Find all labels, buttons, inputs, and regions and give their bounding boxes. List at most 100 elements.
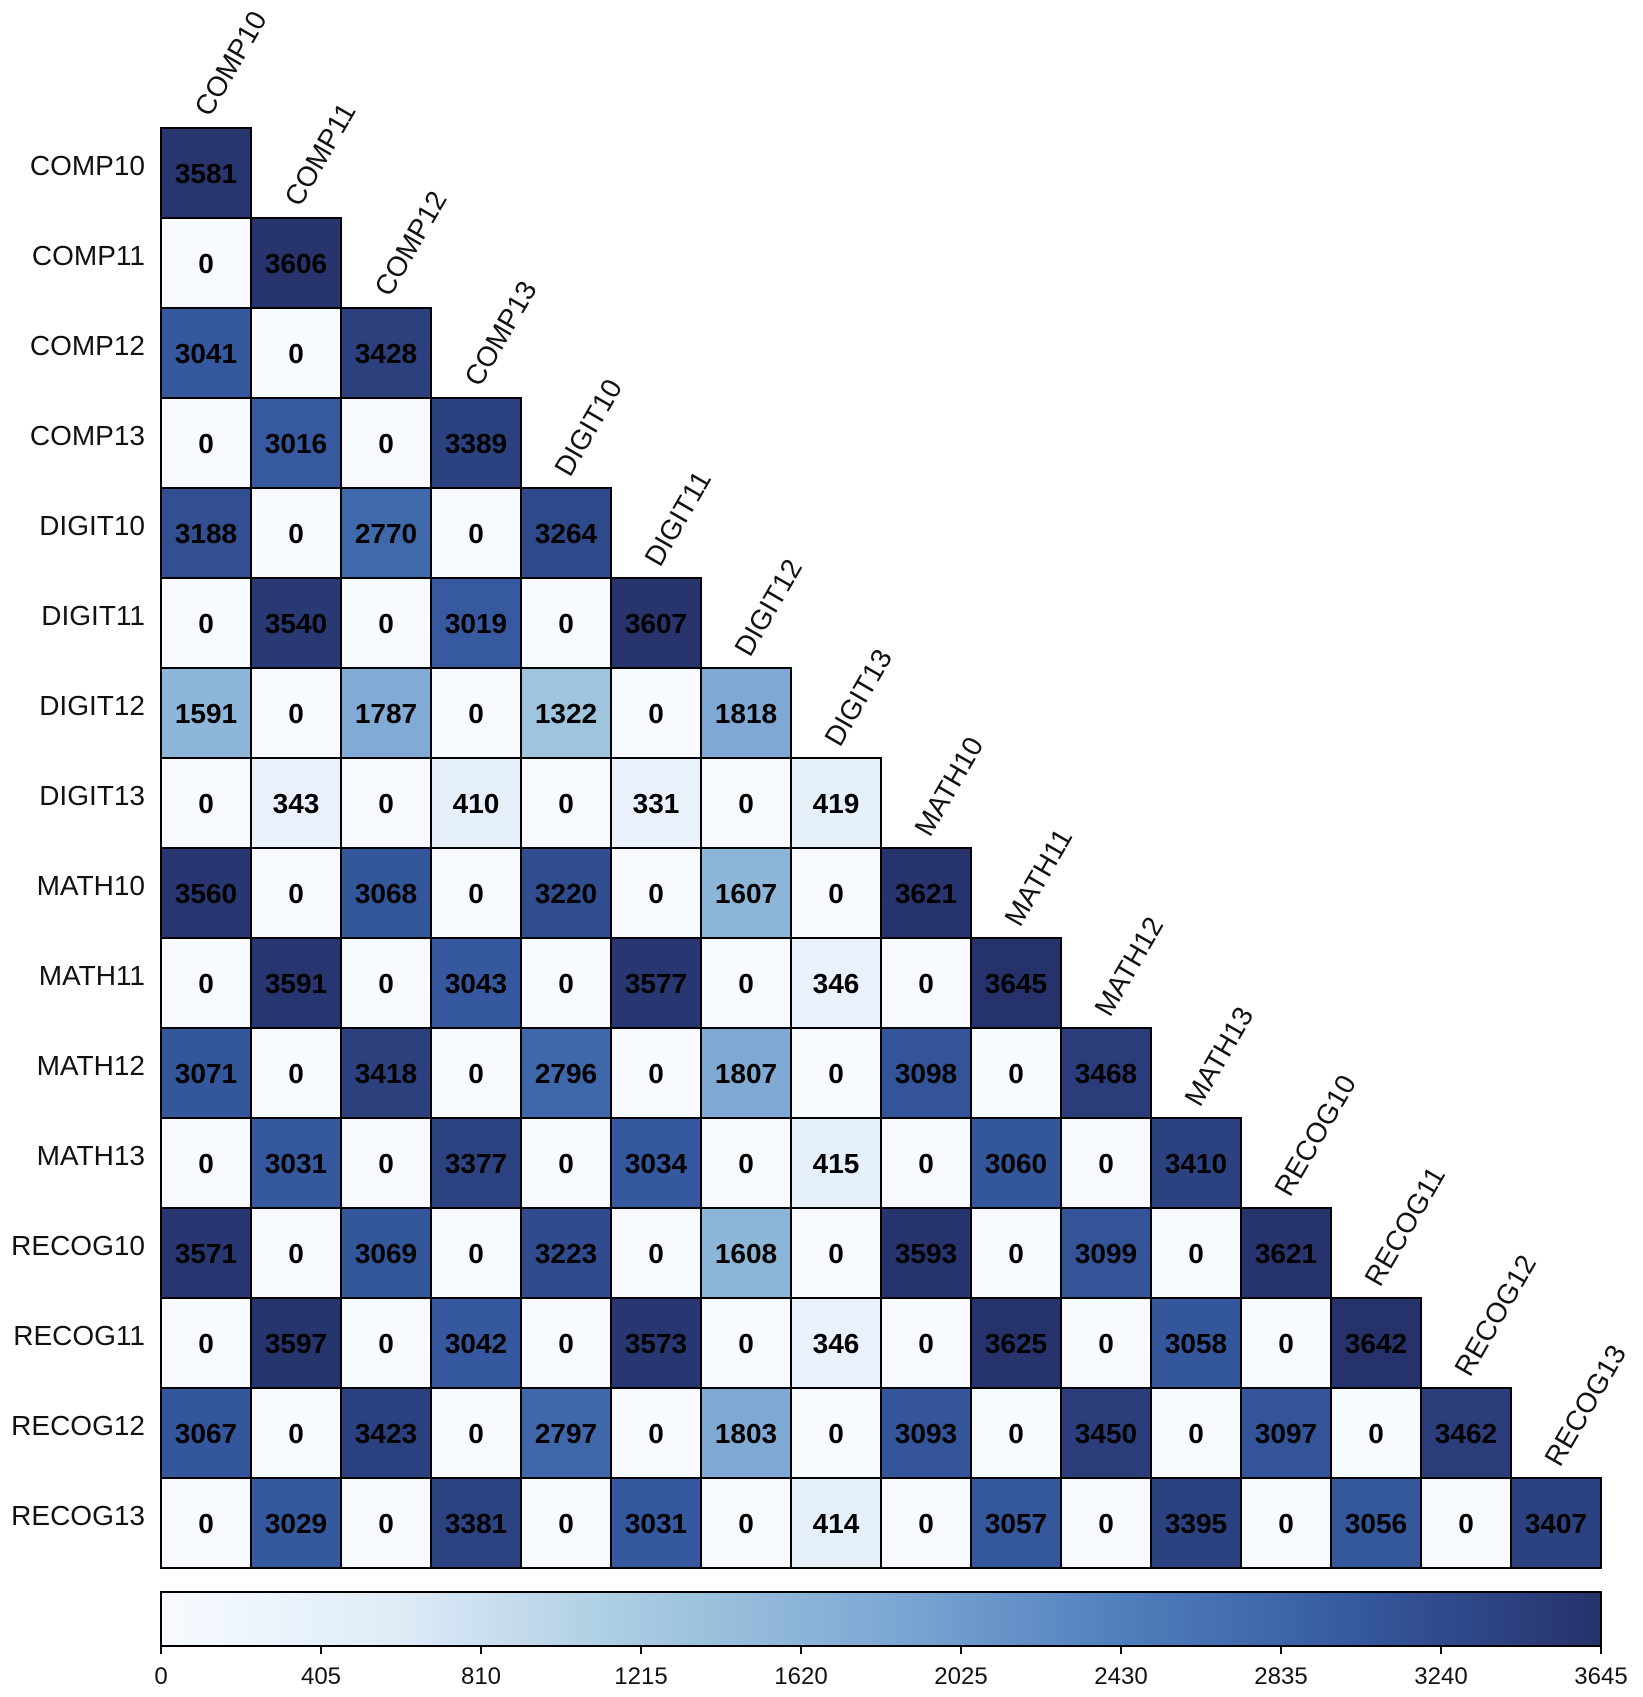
cell-value-label: 331	[633, 788, 680, 819]
cell-value-label: 0	[288, 1418, 304, 1449]
heatmap-cell	[700, 1477, 792, 1569]
colorbar	[160, 1591, 1602, 1647]
cell-value-label: 3606	[265, 248, 327, 279]
heatmap-cell	[1240, 1387, 1332, 1479]
column-label: MATH13	[1178, 1002, 1259, 1111]
cell-value-label: 0	[198, 968, 214, 999]
colorbar-ticks: 0 405 810 1215 1620 2025 2430 2835 3240 3645	[154, 1646, 1628, 1690]
heatmap-cell	[790, 1117, 882, 1209]
cell-value-label: 3031	[625, 1508, 687, 1539]
heatmap-cell	[700, 1207, 792, 1299]
cell-value-label: 0	[558, 1148, 574, 1179]
row-label: MATH10	[37, 870, 145, 901]
cell-value-label: 0	[918, 1148, 934, 1179]
cell-value-label: 3607	[625, 608, 687, 639]
cell-value-label: 3571	[175, 1238, 237, 1269]
heatmap-cell	[250, 1387, 342, 1479]
cell-value-label: 0	[918, 1328, 934, 1359]
heatmap-cell	[340, 1117, 432, 1209]
column-label: DIGIT11	[638, 466, 717, 571]
heatmap-cell	[1240, 1207, 1332, 1299]
cell-value-label: 414	[813, 1508, 860, 1539]
cell-value-label: 1591	[175, 698, 237, 729]
row-label: MATH13	[37, 1140, 145, 1171]
heatmap-cell	[430, 1477, 522, 1569]
cell-value-label: 3381	[445, 1508, 507, 1539]
cell-value-label: 0	[738, 1328, 754, 1359]
heatmap-cell	[250, 487, 342, 579]
row-label: COMP12	[30, 330, 145, 361]
cell-value-label: 0	[828, 1238, 844, 1269]
column-label: DIGIT13	[818, 644, 898, 751]
column-label: RECOG12	[1448, 1250, 1542, 1381]
heatmap-cell	[1150, 1477, 1242, 1569]
cell-value-label: 0	[738, 1508, 754, 1539]
cell-value-label: 3645	[985, 968, 1047, 999]
heatmap-cell	[700, 1297, 792, 1389]
cell-value-label: 410	[453, 788, 500, 819]
row-label: RECOG10	[11, 1230, 145, 1261]
column-label: COMP10	[188, 6, 272, 121]
heatmap-cell	[610, 1297, 702, 1389]
cell-value-label: 3642	[1345, 1328, 1407, 1359]
heatmap-cell	[1420, 1387, 1512, 1479]
cell-value-label: 3621	[895, 878, 957, 909]
cell-value-label: 0	[648, 698, 664, 729]
cell-value-label: 0	[648, 878, 664, 909]
colorbar-tick-label: 2025	[934, 1663, 987, 1690]
heatmap-cell	[1330, 1477, 1422, 1569]
heatmap-cell	[790, 937, 882, 1029]
cell-value-label: 0	[1098, 1148, 1114, 1179]
heatmap-cell	[250, 937, 342, 1029]
heatmap-cell	[970, 937, 1062, 1029]
column-label: COMP13	[458, 276, 542, 391]
heatmap-cell	[790, 1477, 882, 1569]
heatmap-cell	[430, 1027, 522, 1119]
heatmap-cell	[160, 1477, 252, 1569]
heatmap-cell	[160, 127, 252, 219]
cell-value-label: 0	[648, 1418, 664, 1449]
row-label: DIGIT12	[39, 690, 145, 721]
cell-value-label: 0	[288, 1058, 304, 1089]
colorbar-tick-label: 3645	[1574, 1663, 1627, 1690]
heatmap-cell	[160, 757, 252, 849]
cell-value-label: 0	[558, 788, 574, 819]
cell-value-label: 3418	[355, 1058, 417, 1089]
heatmap-cell	[880, 1297, 972, 1389]
cell-value-label: 2770	[355, 518, 417, 549]
cell-value-label: 0	[468, 518, 484, 549]
heatmap-cell	[340, 847, 432, 939]
cell-value-label: 3581	[175, 158, 237, 189]
cell-value-label: 0	[468, 1238, 484, 1269]
cell-value-label: 3223	[535, 1238, 597, 1269]
cell-value-label: 1322	[535, 698, 597, 729]
heatmap-cell	[250, 577, 342, 669]
cell-value-label: 1608	[715, 1238, 777, 1269]
cell-value-label: 3462	[1435, 1418, 1497, 1449]
heatmap-cell	[340, 577, 432, 669]
colorbar-tick-label: 2835	[1254, 1663, 1307, 1690]
heatmap-cell	[250, 1477, 342, 1569]
colorbar-tick-label: 405	[301, 1663, 341, 1690]
heatmap-cell	[1150, 1297, 1242, 1389]
cell-value-label: 0	[378, 428, 394, 459]
heatmap-cell	[790, 1387, 882, 1479]
cell-value-label: 0	[198, 248, 214, 279]
heatmap-cell	[970, 1117, 1062, 1209]
colorbar-tick-label: 2430	[1094, 1663, 1147, 1690]
cell-value-label: 3099	[1075, 1238, 1137, 1269]
cell-value-label: 0	[288, 878, 304, 909]
heatmap-cell	[340, 1477, 432, 1569]
cell-value-label: 0	[378, 1328, 394, 1359]
heatmap-cell	[340, 1387, 432, 1479]
cell-value-label: 3188	[175, 518, 237, 549]
heatmap-cell	[1060, 1117, 1152, 1209]
cell-value-label: 3031	[265, 1148, 327, 1179]
cell-value-label: 3067	[175, 1418, 237, 1449]
cell-value-label: 1807	[715, 1058, 777, 1089]
cell-value-label: 3043	[445, 968, 507, 999]
cell-value-label: 0	[468, 878, 484, 909]
heatmap-cell	[880, 1117, 972, 1209]
column-label: MATH12	[1088, 912, 1169, 1021]
